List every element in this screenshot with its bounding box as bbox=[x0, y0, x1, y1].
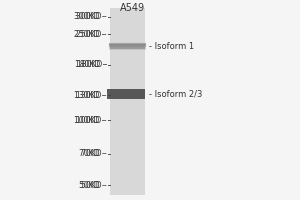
Text: 180KD -: 180KD - bbox=[75, 60, 105, 69]
Text: 100KD -: 100KD - bbox=[76, 116, 107, 125]
Text: A549: A549 bbox=[120, 3, 145, 13]
Text: 250KD -: 250KD - bbox=[74, 30, 105, 39]
Bar bbox=[107, 89, 145, 99]
Text: - Isoform 1: - Isoform 1 bbox=[149, 42, 194, 51]
Text: 300KD -: 300KD - bbox=[74, 12, 105, 21]
Text: 50KD -: 50KD - bbox=[79, 181, 105, 190]
Text: 180KD -: 180KD - bbox=[76, 60, 107, 69]
Bar bbox=[110, 44, 145, 49]
Text: 250KD -: 250KD - bbox=[76, 30, 107, 39]
Text: 130KD -: 130KD - bbox=[76, 91, 107, 100]
Text: 50KD -: 50KD - bbox=[81, 181, 107, 190]
Text: 70KD -: 70KD - bbox=[79, 149, 105, 158]
Text: 130KD -: 130KD - bbox=[74, 91, 105, 100]
Text: - Isoform 2/3: - Isoform 2/3 bbox=[149, 89, 202, 98]
Text: 100KD -: 100KD - bbox=[74, 116, 105, 125]
Text: 70KD -: 70KD - bbox=[81, 149, 107, 158]
Bar bbox=[110, 8, 145, 195]
Text: 300KD -: 300KD - bbox=[76, 12, 107, 21]
